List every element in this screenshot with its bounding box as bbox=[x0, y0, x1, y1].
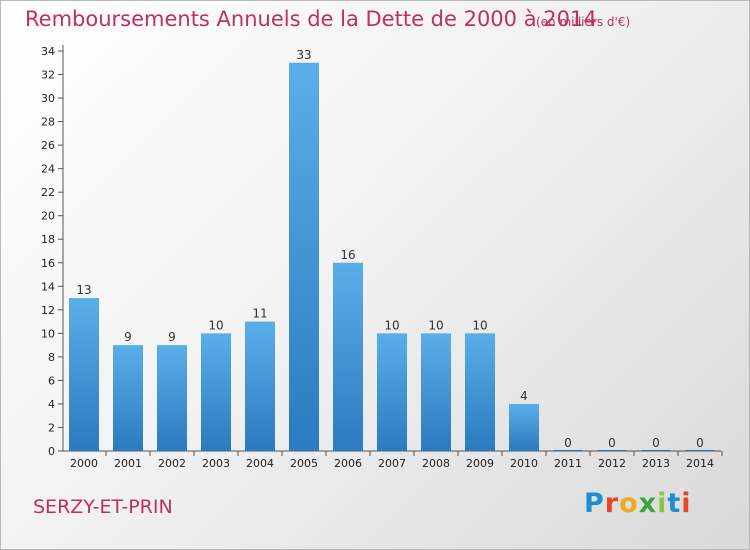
data-label: 0 bbox=[608, 436, 616, 450]
x-tick-label: 2003 bbox=[202, 457, 230, 470]
y-tick-label: 26 bbox=[41, 139, 55, 152]
x-tick-label: 2012 bbox=[598, 457, 626, 470]
bar bbox=[597, 450, 627, 451]
bar bbox=[641, 450, 671, 451]
data-label: 10 bbox=[384, 318, 399, 332]
data-label: 9 bbox=[168, 330, 176, 344]
bar bbox=[289, 62, 319, 451]
y-tick-label: 4 bbox=[48, 398, 55, 411]
commune-name: SERZY-ET-PRIN bbox=[33, 496, 173, 518]
x-tick-label: 2010 bbox=[510, 457, 538, 470]
data-label: 11 bbox=[252, 307, 267, 321]
y-tick-label: 14 bbox=[41, 280, 55, 293]
bar bbox=[553, 450, 583, 451]
data-label: 10 bbox=[428, 318, 443, 332]
y-tick-label: 32 bbox=[41, 69, 55, 82]
y-tick-label: 16 bbox=[41, 257, 55, 270]
x-tick-label: 2008 bbox=[422, 457, 450, 470]
x-tick-label: 2005 bbox=[290, 457, 318, 470]
bar bbox=[333, 262, 363, 451]
x-tick-label: 2013 bbox=[642, 457, 670, 470]
bar bbox=[509, 403, 539, 451]
data-label: 0 bbox=[652, 436, 660, 450]
bar bbox=[201, 333, 231, 451]
x-tick-label: 2014 bbox=[686, 457, 714, 470]
y-tick-label: 6 bbox=[48, 374, 55, 387]
bar bbox=[69, 298, 99, 451]
y-tick-label: 22 bbox=[41, 186, 55, 199]
y-tick-label: 24 bbox=[41, 163, 55, 176]
bar bbox=[245, 321, 275, 451]
data-label: 0 bbox=[564, 436, 572, 450]
proxiti-logo: Proxiti bbox=[584, 488, 692, 519]
y-tick-label: 10 bbox=[41, 327, 55, 340]
x-tick-label: 2006 bbox=[334, 457, 362, 470]
bar bbox=[113, 345, 143, 451]
chart-title: Remboursements Annuels de la Dette de 20… bbox=[25, 7, 597, 31]
x-tick-label: 2011 bbox=[554, 457, 582, 470]
y-tick-label: 34 bbox=[41, 45, 55, 58]
data-label: 9 bbox=[124, 330, 132, 344]
chart-unit: (en milliers d'€) bbox=[536, 15, 631, 29]
data-label: 13 bbox=[76, 283, 91, 297]
y-tick-label: 12 bbox=[41, 304, 55, 317]
x-tick-label: 2009 bbox=[466, 457, 494, 470]
data-label: 33 bbox=[296, 48, 311, 62]
data-label: 16 bbox=[340, 248, 355, 262]
y-tick-label: 8 bbox=[48, 351, 55, 364]
bar bbox=[377, 333, 407, 451]
data-label: 4 bbox=[520, 389, 528, 403]
data-label: 0 bbox=[696, 436, 704, 450]
x-tick-label: 2000 bbox=[70, 457, 98, 470]
y-tick-label: 30 bbox=[41, 92, 55, 105]
data-label: 10 bbox=[472, 318, 487, 332]
bar bbox=[157, 345, 187, 451]
y-tick-label: 0 bbox=[48, 445, 55, 458]
bar bbox=[421, 333, 451, 451]
x-tick-label: 2001 bbox=[114, 457, 142, 470]
y-tick-label: 18 bbox=[41, 233, 55, 246]
x-tick-label: 2007 bbox=[378, 457, 406, 470]
x-tick-label: 2002 bbox=[158, 457, 186, 470]
bar bbox=[465, 333, 495, 451]
y-tick-label: 28 bbox=[41, 116, 55, 129]
data-label: 10 bbox=[208, 318, 223, 332]
y-tick-label: 20 bbox=[41, 210, 55, 223]
y-tick-label: 2 bbox=[48, 421, 55, 434]
x-tick-label: 2004 bbox=[246, 457, 274, 470]
bar bbox=[685, 450, 715, 451]
